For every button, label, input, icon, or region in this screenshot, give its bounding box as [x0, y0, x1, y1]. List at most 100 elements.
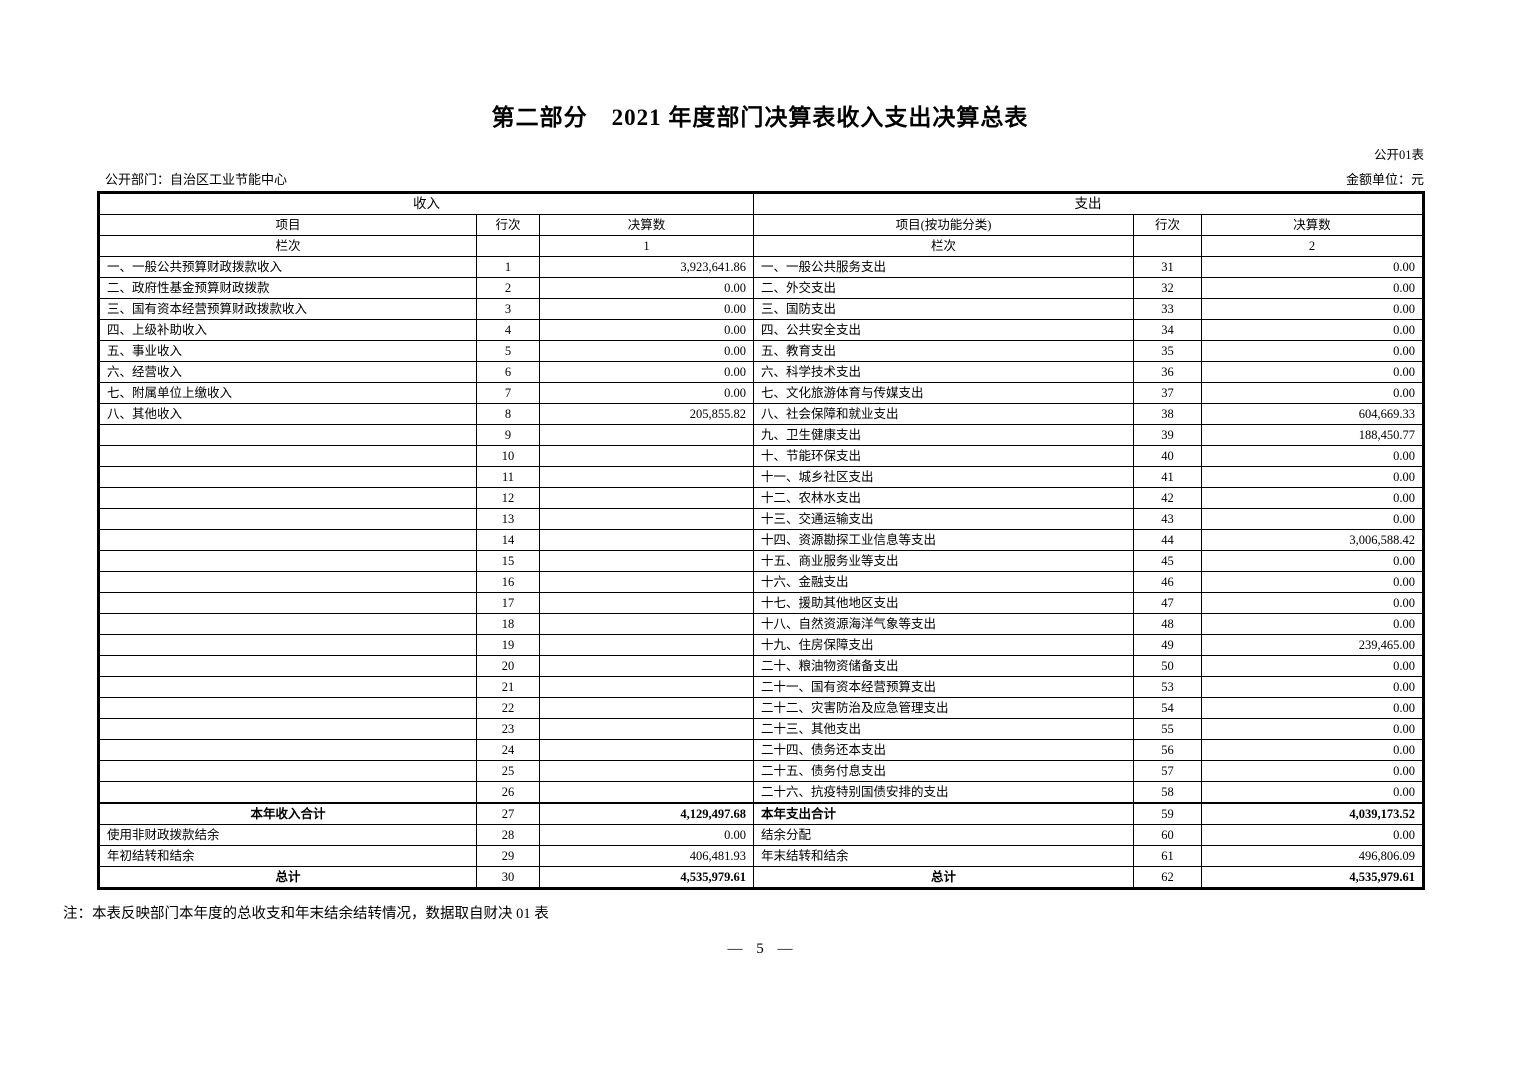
income-col-number: 1 [538, 235, 755, 257]
expense-item: 十、节能环保支出 [753, 445, 1135, 467]
income-row-no: 2 [476, 277, 540, 299]
expense-summary-row-no: 62 [1133, 866, 1203, 889]
income-item [98, 550, 477, 572]
income-summary-item: 使用非财政拨款结余 [98, 824, 477, 846]
table-row: 16 十六、金融支出 46 0.00 [98, 571, 1425, 593]
income-amount [538, 613, 755, 635]
income-summary-row-no: 30 [476, 866, 540, 889]
expense-row-no: 31 [1133, 256, 1203, 278]
income-amount [538, 424, 755, 446]
income-amount [538, 676, 755, 698]
income-row-no: 7 [476, 382, 540, 404]
expense-amount: 3,006,588.42 [1201, 529, 1425, 551]
expense-amount: 0.00 [1201, 445, 1425, 467]
income-row-no: 10 [476, 445, 540, 467]
expense-item: 十九、住房保障支出 [753, 634, 1135, 656]
income-item: 六、经营收入 [98, 361, 477, 383]
expense-row-no: 47 [1133, 592, 1203, 614]
income-item: 二、政府性基金预算财政拨款 [98, 277, 477, 299]
expense-item: 十八、自然资源海洋气象等支出 [753, 613, 1135, 635]
expense-row-no: 49 [1133, 634, 1203, 656]
expense-amount: 0.00 [1201, 550, 1425, 572]
income-amount: 0.00 [538, 319, 755, 341]
expense-item: 一、一般公共服务支出 [753, 256, 1135, 278]
table-row: 八、其他收入 8 205,855.82 八、社会保障和就业支出 38 604,669.33 [98, 403, 1425, 425]
page-number: — 5 — [727, 941, 793, 957]
expense-col-number: 2 [1201, 235, 1425, 257]
table-row: 一、一般公共预算财政拨款收入 1 3,923,641.86 一、一般公共服务支出 31 0… [98, 256, 1425, 278]
income-amount: 0.00 [538, 298, 755, 320]
income-amount [538, 739, 755, 761]
expense-section-header: 支出 [753, 192, 1425, 215]
column-header-row: 项目 行次 决算数 项目(按功能分类) 行次 决算数 [98, 214, 1425, 236]
income-row-no: 25 [476, 760, 540, 782]
expense-amount: 0.00 [1201, 613, 1425, 635]
income-item [98, 613, 477, 635]
income-amount [538, 781, 755, 804]
income-row-no: 23 [476, 718, 540, 740]
table-row: 二、政府性基金预算财政拨款 2 0.00 二、外交支出 32 0.00 [98, 277, 1425, 299]
income-item: 五、事业收入 [98, 340, 477, 362]
expense-amount: 0.00 [1201, 277, 1425, 299]
summary-row: 使用非财政拨款结余 28 0.00 结余分配 60 0.00 [98, 824, 1425, 846]
table-row: 22 二十二、灾害防治及应急管理支出 54 0.00 [98, 697, 1425, 719]
income-amount [538, 550, 755, 572]
expense-item: 四、公共安全支出 [753, 319, 1135, 341]
meta-row: 公开部门：自治区工业节能中心 金额单位：元 [97, 169, 1424, 188]
col-header-amount: 决算数 [1201, 214, 1425, 236]
expense-row-no: 48 [1133, 613, 1203, 635]
expense-amount: 0.00 [1201, 571, 1425, 593]
expense-summary-row-no: 60 [1133, 824, 1203, 846]
table-row: 四、上级补助收入 4 0.00 四、公共安全支出 34 0.00 [98, 319, 1425, 341]
income-summary-amount: 0.00 [538, 824, 755, 846]
table-row: 20 二十、粮油物资储备支出 50 0.00 [98, 655, 1425, 677]
expense-amount: 0.00 [1201, 781, 1425, 804]
income-amount [538, 697, 755, 719]
income-row-no: 14 [476, 529, 540, 551]
income-row-no: 1 [476, 256, 540, 278]
expense-item: 十一、城乡社区支出 [753, 466, 1135, 488]
expense-item: 十四、资源勘探工业信息等支出 [753, 529, 1135, 551]
income-summary-item: 年初结转和结余 [98, 845, 477, 867]
income-amount [538, 760, 755, 782]
income-summary-item: 本年收入合计 [98, 802, 477, 825]
col-header-item: 项目 [98, 214, 477, 236]
expense-item: 二十二、灾害防治及应急管理支出 [753, 697, 1135, 719]
income-row-no: 16 [476, 571, 540, 593]
expense-item: 二十一、国有资本经营预算支出 [753, 676, 1135, 698]
expense-summary-item: 本年支出合计 [753, 802, 1135, 825]
table-row: 26 二十六、抗疫特别国债安排的支出 58 0.00 [98, 781, 1425, 804]
expense-amount: 604,669.33 [1201, 403, 1425, 425]
department-label: 公开部门：自治区工业节能中心 [105, 172, 288, 187]
expense-item: 二十三、其他支出 [753, 718, 1135, 740]
expense-summary-amount: 496,806.09 [1201, 845, 1425, 867]
expense-row-no: 45 [1133, 550, 1203, 572]
income-item [98, 676, 477, 698]
income-row-no: 13 [476, 508, 540, 530]
income-amount [538, 529, 755, 551]
expense-amount: 0.00 [1201, 718, 1425, 740]
income-amount [538, 655, 755, 677]
income-row-no: 12 [476, 487, 540, 509]
table-label: 公开01表 [1373, 148, 1424, 162]
income-item [98, 508, 477, 530]
income-item [98, 487, 477, 509]
income-summary-row-no: 28 [476, 824, 540, 846]
income-amount [538, 487, 755, 509]
income-amount: 0.00 [538, 277, 755, 299]
expense-row-no: 39 [1133, 424, 1203, 446]
income-amount [538, 445, 755, 467]
income-row-no: 22 [476, 697, 540, 719]
expense-summary-amount: 0.00 [1201, 824, 1425, 846]
income-row-no: 17 [476, 592, 540, 614]
expense-item: 二、外交支出 [753, 277, 1135, 299]
lanci-label: 栏次 [753, 235, 1135, 257]
expense-amount: 0.00 [1201, 382, 1425, 404]
expense-amount: 188,450.77 [1201, 424, 1425, 446]
expense-row-no: 42 [1133, 487, 1203, 509]
expense-row-no: 43 [1133, 508, 1203, 530]
expense-item: 五、教育支出 [753, 340, 1135, 362]
income-row-no: 24 [476, 739, 540, 761]
expense-amount: 0.00 [1201, 340, 1425, 362]
expense-summary-item: 结余分配 [753, 824, 1135, 846]
